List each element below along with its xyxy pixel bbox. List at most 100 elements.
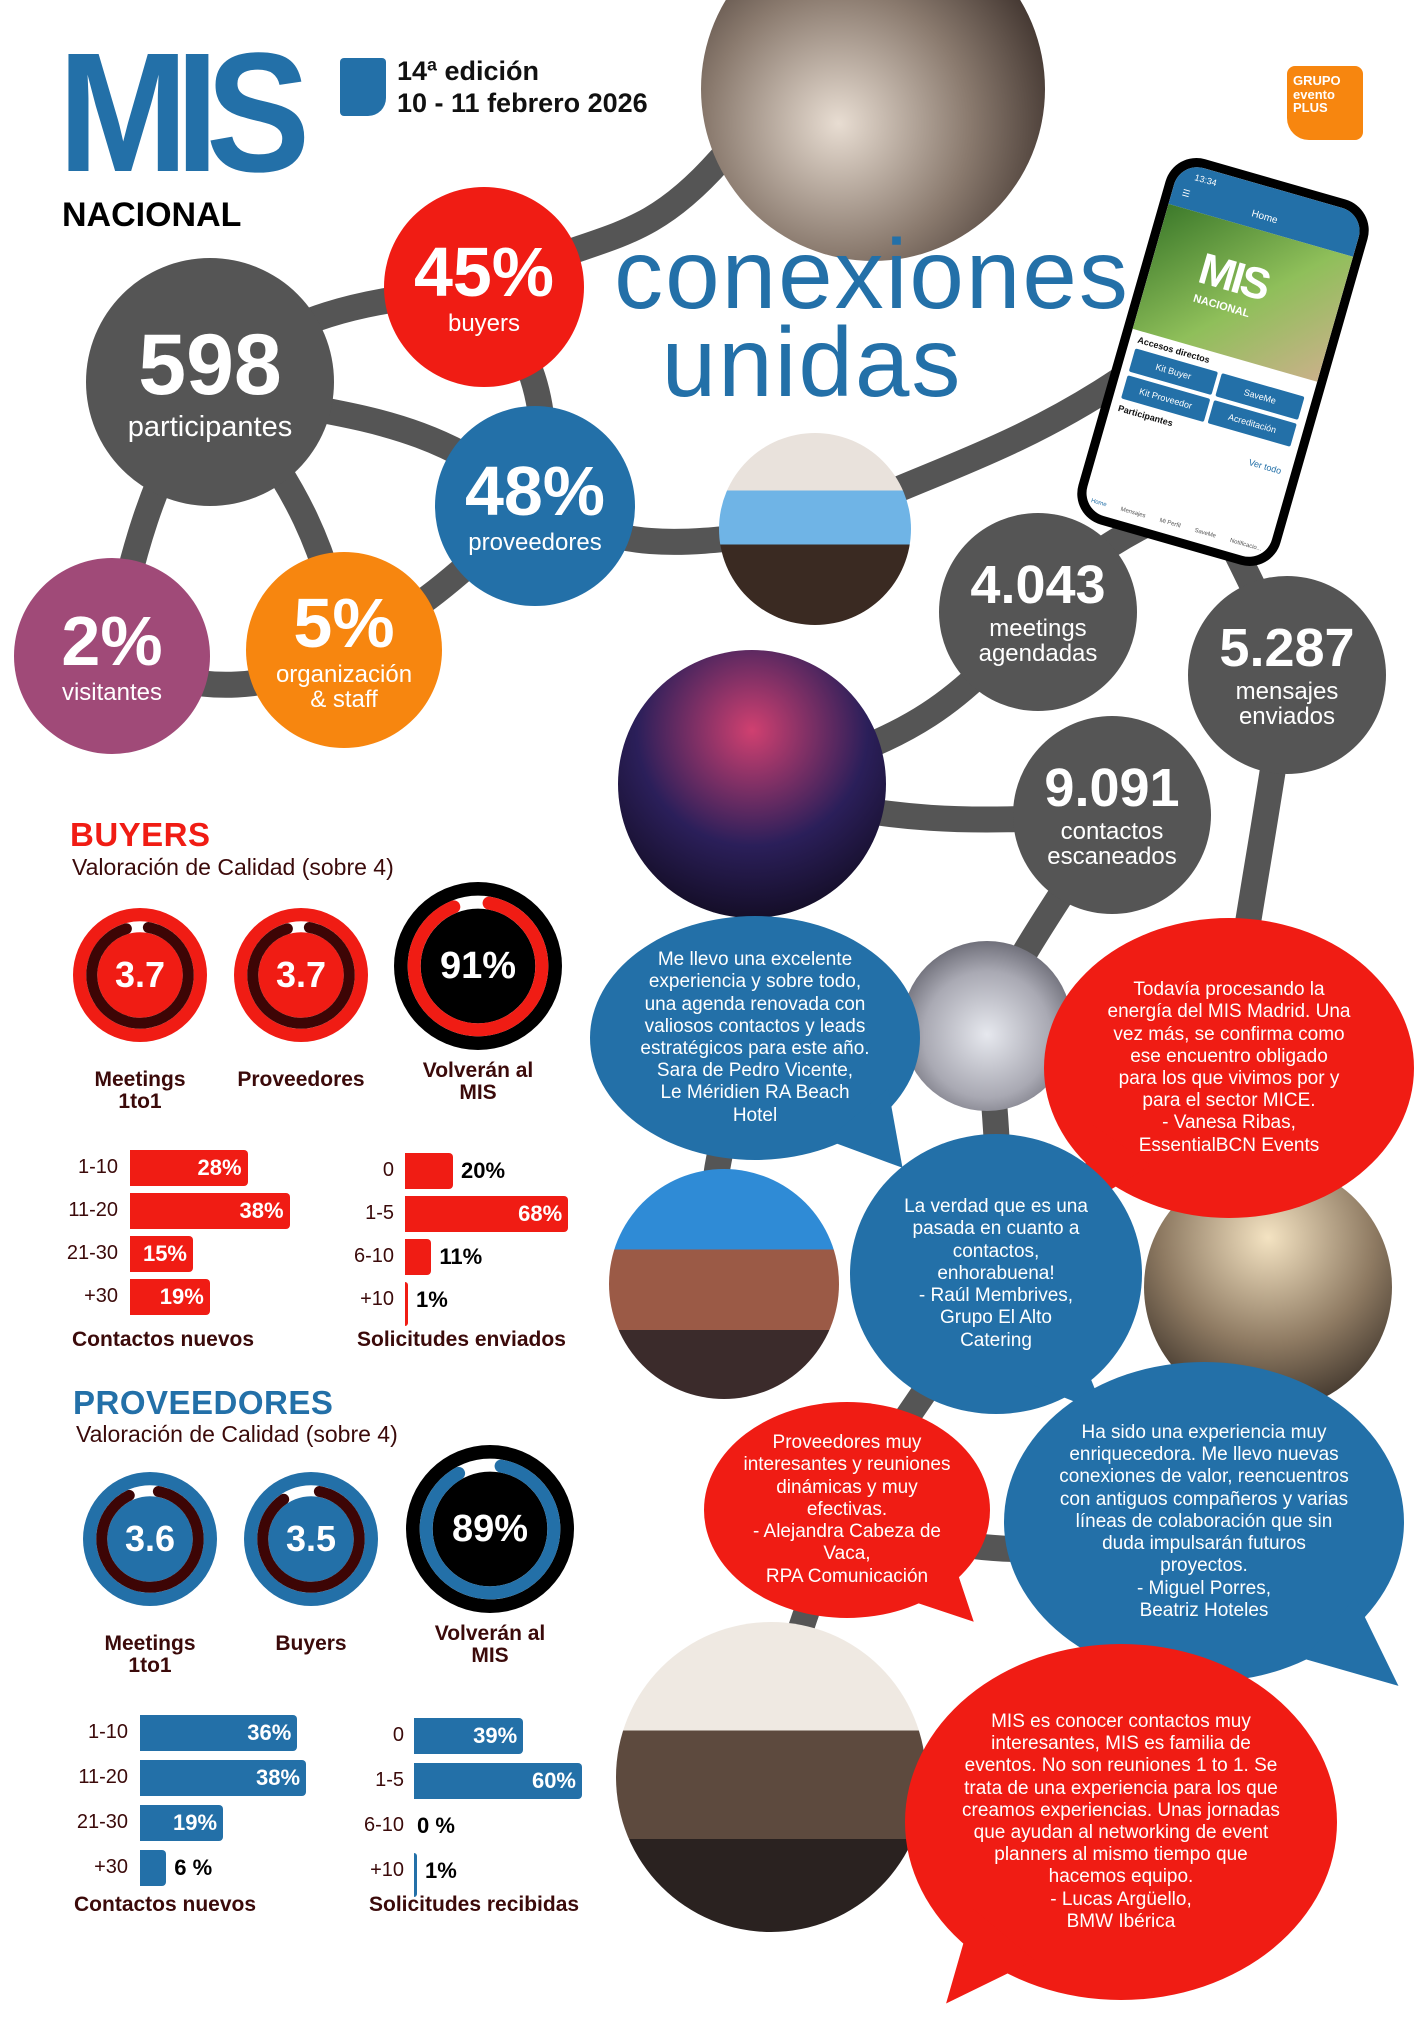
photo-crowd-reception <box>616 1622 926 1932</box>
stat-messages: 5.287 mensajes enviados <box>1188 576 1386 774</box>
stat-label: mensajes enviados <box>1235 677 1339 730</box>
bar-value-label: 19% <box>159 1284 204 1309</box>
bar-category-label: +30 <box>94 1856 128 1878</box>
quote-text: Ha sido una experiencia muy enriquecedor… <box>1059 1422 1349 1621</box>
contacts-bar <box>130 1279 210 1315</box>
gauge-label: Meetings 1to1 <box>104 1632 196 1678</box>
phone-nav-profile[interactable]: Mi Perfil <box>1158 517 1182 530</box>
gauge-value: 3.5 <box>285 1518 337 1559</box>
requests-bar <box>405 1282 408 1326</box>
requests-bar <box>405 1239 432 1275</box>
stat-value: 2% <box>61 602 163 681</box>
mis-logo-mark <box>340 58 386 116</box>
bar-category-label: 21-30 <box>76 1811 128 1833</box>
stat-value: 598 <box>138 316 282 413</box>
bubble-background <box>704 1402 990 1618</box>
headline: conexiones unidas <box>612 219 1132 411</box>
quote-text: Todavía procesando la energía del MIS Ma… <box>1107 979 1351 1156</box>
quote-text: Proveedores muy interesantes y reuniones… <box>743 1432 951 1587</box>
gauge-value: 3.7 <box>275 954 327 995</box>
headline-line1: conexiones <box>614 219 1130 329</box>
bar-category-label: 21-30 <box>66 1242 118 1264</box>
contacts-bar <box>130 1193 290 1229</box>
stat-value: 5% <box>293 583 395 662</box>
bar-category-label: +10 <box>370 1859 404 1881</box>
bar-value-label: 28% <box>197 1155 242 1180</box>
bubble-background <box>590 916 920 1160</box>
return-rate-gauge: 89% <box>406 1445 574 1613</box>
providers-title: PROVEEDORES <box>73 1384 334 1421</box>
mis-logo-subtext: NACIONAL <box>62 196 242 234</box>
bar-category-label: +30 <box>84 1285 118 1307</box>
partner-logo-text: GRUPO evento PLUS <box>1293 73 1341 116</box>
gauge-label: Meetings 1to1 <box>94 1068 186 1114</box>
contacts-bar <box>140 1760 307 1796</box>
stat-label: buyers <box>447 310 521 338</box>
gauge-label: Volverán al MIS <box>422 1059 534 1105</box>
gauge-label: Volverán al MIS <box>434 1622 546 1668</box>
requests-caption: Solicitudes enviados <box>357 1328 566 1351</box>
quote-text: La verdad que es una pasada en cuanto a … <box>904 1196 1088 1351</box>
stat-label: contactos escaneados <box>1047 817 1177 870</box>
gauge-value: 89% <box>451 1507 529 1550</box>
gauge-arc <box>96 1485 204 1593</box>
stat-label: meetings agendadas <box>978 614 1098 667</box>
stat-label: organización & staff <box>275 660 413 713</box>
phone-nav-saveme[interactable]: SaveMe <box>1193 527 1217 540</box>
requests-caption: Solicitudes recibidas <box>369 1893 580 1916</box>
stat-label: proveedores <box>468 529 602 557</box>
gauge-label: Buyers <box>275 1632 347 1655</box>
quote-bubble: Todavía procesando la energía del MIS Ma… <box>1044 918 1414 1231</box>
stat-value: 9.091 <box>1044 757 1180 818</box>
phone-nav-home[interactable]: Home <box>1090 498 1108 509</box>
gauge-arc <box>419 1458 561 1600</box>
quote-bubble: La verdad que es una pasada en cuanto a … <box>850 1134 1142 1435</box>
stat-staff: 5% organización & staff <box>246 552 442 748</box>
contacts-bar <box>140 1850 167 1886</box>
bar-value-label: 39% <box>473 1723 518 1748</box>
contacts-bar <box>130 1150 248 1186</box>
bubble-background <box>850 1134 1142 1414</box>
contacts-bar <box>140 1805 224 1841</box>
bubble-background <box>1044 918 1414 1218</box>
stat-value: 5.287 <box>1219 617 1355 678</box>
gauge-value: 3.7 <box>114 954 166 995</box>
gauge-arc <box>407 895 549 1037</box>
event-dates: 10 - 11 febrero 2026 <box>397 88 648 118</box>
stat-meetings: 4.043 meetings agendadas <box>939 513 1137 711</box>
stat-value: 48% <box>464 452 606 531</box>
contacts-caption: Contactos nuevos <box>72 1328 255 1351</box>
quote-bubble: Ha sido una experiencia muy enriquecedor… <box>1004 1362 1414 1717</box>
mis-logo-text: MIS <box>58 18 310 208</box>
gauge-arc <box>247 921 355 1029</box>
phone-nav-notifications[interactable]: Notificacio... <box>1229 537 1263 553</box>
gauge-value: 3.6 <box>124 1518 176 1559</box>
photo-stage-panel <box>719 433 911 625</box>
bar-category-label: 1-10 <box>87 1721 128 1743</box>
stat-contacts: 9.091 contactos escaneados <box>1013 716 1211 914</box>
bubble-background <box>905 1644 1337 2000</box>
mis-logo: MIS NACIONAL <box>58 28 398 235</box>
photo-concert-venue <box>618 650 886 918</box>
bar-category-label: 11-20 <box>68 1199 118 1221</box>
edition: 14ª edición <box>397 56 540 86</box>
phone-nav-messages[interactable]: Mensajes <box>1119 506 1147 520</box>
buyers-subtitle: Valoración de Calidad (sobre 4) <box>72 854 394 880</box>
rating-gauge: 3.6 <box>83 1472 217 1606</box>
quote-bubble: Me llevo una excelente experiencia y sob… <box>590 916 934 1194</box>
bar-value-label: 68% <box>518 1201 563 1226</box>
gauge-arc <box>86 921 194 1029</box>
stat-label: visitantes <box>61 679 163 707</box>
rating-gauge: 3.7 <box>234 908 368 1042</box>
gauge-arc <box>257 1485 365 1593</box>
bar-category-label: 0 <box>392 1724 404 1746</box>
photo-group-attendees <box>609 1169 839 1399</box>
quote-bubble: Proveedores muy interesantes y reuniones… <box>704 1402 999 1647</box>
bar-value-label: 60% <box>531 1768 576 1793</box>
bar-category-label: 1-10 <box>77 1156 118 1178</box>
quote-bubble: MIS es conocer contactos muy interesante… <box>905 1644 1337 2029</box>
bar-value-label: 15% <box>142 1241 187 1266</box>
bar-value-label: 6 % <box>174 1855 213 1880</box>
bar-value-label: 36% <box>247 1720 292 1745</box>
gauge-label: Proveedores <box>237 1068 365 1091</box>
